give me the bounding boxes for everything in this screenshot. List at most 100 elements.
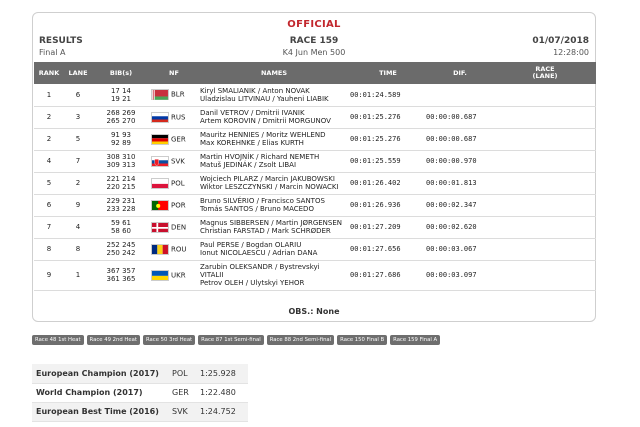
- table-row: 5 2 221 214 220 215 POL Wojciech PILARZ / Mar…: [34, 172, 596, 195]
- names-line-1[interactable]: Bruno SILVÉRIO / Francisco SANTOS: [200, 197, 325, 205]
- names-line-2[interactable]: Matuš JEDINÁK / Zsolt LIBAI: [200, 161, 297, 169]
- record-nf: POL: [172, 364, 200, 384]
- names-line-2[interactable]: Tomás SANTOS / Bruno MACEDO: [200, 205, 314, 213]
- bib-cell: 221 214 220 215: [92, 172, 150, 195]
- time-cell: 00:01:27.656: [350, 238, 426, 261]
- bib-line-1: 17 14: [110, 86, 132, 95]
- race-lane-cell: [494, 238, 596, 261]
- nf-cell: POL: [150, 172, 198, 195]
- rank-cell: 2: [34, 106, 64, 129]
- nf-cell: GER: [150, 128, 198, 151]
- table-row: 1 6 17 14 19 21 BLR Kiryl SMALIANIK / Anton N…: [34, 84, 596, 107]
- nf-cell: SVK: [150, 150, 198, 173]
- diff-cell: 00:00:02.347: [426, 194, 494, 217]
- diff-cell: 00:00:01.813: [426, 172, 494, 195]
- names-line-2[interactable]: Artem KOROVIN / Dmitrii MORGUNOV: [200, 117, 331, 125]
- race-time: 12:28:00: [553, 48, 589, 57]
- bib-cell: 308 310 309 313: [92, 150, 150, 173]
- bib-cell: 367 357 361 365: [92, 260, 150, 291]
- table-row: 2 5 91 93 92 89 GER Mauritz HENNIES / Moritz …: [34, 128, 596, 151]
- lane-cell: 1: [64, 260, 92, 291]
- col-rank: RANK: [34, 62, 64, 84]
- bib-line-1: 229 231: [106, 197, 136, 205]
- bib-cell: 268 269 265 270: [92, 106, 150, 129]
- race-link[interactable]: Race 150 Final B: [337, 335, 388, 345]
- time-cell: 00:01:25.276: [350, 128, 426, 151]
- final-label: Final A: [39, 48, 66, 57]
- rank-cell: 7: [34, 216, 64, 239]
- flag-icon: [151, 221, 169, 233]
- nf-cell: DEN: [150, 216, 198, 239]
- record-row: World Champion (2017) GER 1:22.480: [32, 383, 248, 403]
- time-cell: 00:01:25.559: [350, 150, 426, 173]
- time-cell: 00:01:27.209: [350, 216, 426, 239]
- results-title: RESULTS: [39, 36, 83, 46]
- time-cell: 00:01:25.276: [350, 106, 426, 129]
- bib-cell: 252 245 250 242: [92, 238, 150, 261]
- bib-line-1: 91 93: [110, 131, 132, 139]
- bib-line-1: 268 269: [106, 109, 136, 117]
- record-name: European Champion (2017): [32, 364, 172, 384]
- names-line-1[interactable]: Zarubin OLEKSANDR / Bystrevskyi: [200, 263, 320, 271]
- lane-cell: 5: [64, 128, 92, 151]
- nf-cell: UKR: [150, 260, 198, 291]
- lane-cell: 2: [64, 172, 92, 195]
- flag-icon: [151, 111, 169, 123]
- obs-note: OBS.: None: [288, 307, 340, 316]
- flag-icon: [151, 243, 169, 255]
- names-cell: Martin HVOJNÍK / Richard NEMETH Matuš JED…: [198, 150, 350, 173]
- flag-icon: [151, 199, 169, 211]
- table-row: 7 4 59 61 58 60 DEN Magnus SIBBERSEN / Martin…: [34, 216, 596, 239]
- names-cell: Wojciech PILARZ / Marcin JAKUBOWSKI Wikto…: [198, 172, 350, 195]
- names-line-3[interactable]: Petrov OLEH / Ulytskyi YEHOR: [200, 279, 305, 287]
- names-line-1[interactable]: Mauritz HENNIES / Moritz WEHLEND: [200, 131, 326, 139]
- time-cell: 00:01:26.402: [350, 172, 426, 195]
- names-line-2[interactable]: Max KOREHNKE / Elias KURTH: [200, 139, 304, 147]
- names-line-1[interactable]: Kiryl SMALIANIK / Anton NOVAK: [200, 86, 310, 95]
- rank-cell: 4: [34, 150, 64, 173]
- diff-cell: [426, 84, 494, 107]
- names-cell: Zarubin OLEKSANDR / Bystrevskyi VITALII Pe…: [198, 260, 350, 291]
- race-link[interactable]: Race 87 1st Semi-final: [198, 335, 264, 345]
- names-line-1[interactable]: Danil VETROV / Dmitrii IVANIK: [200, 109, 305, 117]
- bib-line-1: 367 357: [106, 267, 136, 275]
- record-name: European Best Time (2016): [32, 402, 172, 422]
- names-line-2[interactable]: Wiktor LESZCZYNSKI / Marcin NOWACKI: [200, 183, 339, 191]
- bib-line-2: 233 228: [106, 205, 136, 213]
- names-line-2[interactable]: Ionut NICOLAESCU / Adrian DANA: [200, 249, 318, 257]
- race-link[interactable]: Race 48 1st Heat: [32, 335, 84, 345]
- records-table: European Champion (2017) POL 1:25.928 Wo…: [32, 364, 248, 422]
- names-line-1[interactable]: Paul PERSE / Bogdan OLARIU: [200, 241, 302, 249]
- lane-cell: 6: [64, 84, 92, 107]
- names-line-1[interactable]: Magnus SIBBERSEN / Martin JØRGENSEN: [200, 219, 343, 227]
- bib-line-2: 265 270: [106, 117, 136, 125]
- bib-line-2: 309 313: [106, 161, 136, 169]
- rank-cell: 9: [34, 260, 64, 291]
- table-row: 9 1 367 357 361 365 UKR Zarubin OLEKSANDR / B…: [34, 260, 596, 291]
- rank-cell: 5: [34, 172, 64, 195]
- race-link[interactable]: Race 49 2nd Heat: [86, 335, 140, 345]
- bib-cell: 91 93 92 89: [92, 128, 150, 151]
- names-line-2[interactable]: Christian FARSTAD / Mark SCHRØDER: [200, 227, 331, 235]
- names-cell: Bruno SILVÉRIO / Francisco SANTOS Tomás S…: [198, 194, 350, 217]
- nf-code: POR: [171, 201, 186, 209]
- nf-cell: POR: [150, 194, 198, 217]
- race-number: RACE 159: [289, 36, 339, 46]
- race-link[interactable]: Race 159 Final A: [390, 335, 441, 345]
- race-lane-cell: [494, 128, 596, 151]
- race-date: 01/07/2018: [532, 36, 589, 46]
- record-row: European Champion (2017) POL 1:25.928: [32, 364, 248, 384]
- names-line-1[interactable]: Wojciech PILARZ / Marcin JAKUBOWSKI: [200, 175, 335, 183]
- results-card: OFFICIAL RESULTS Final A RACE 159 K4 Jun…: [32, 12, 596, 322]
- race-link[interactable]: Race 50 3rd Heat: [142, 335, 196, 345]
- table-row: 6 9 229 231 233 228 POR Bruno SILVÉRIO / Fran…: [34, 194, 596, 217]
- table-row: 8 8 252 245 250 242 ROU Paul PERSE / Bogdan O…: [34, 238, 596, 261]
- names-line-1[interactable]: Martin HVOJNÍK / Richard NEMETH: [200, 153, 320, 161]
- event-name: K4 Jun Men 500: [282, 48, 346, 57]
- rank-cell: 1: [34, 84, 64, 107]
- names-line-2[interactable]: VITALII: [200, 271, 224, 279]
- flag-icon: [151, 155, 169, 167]
- nf-code: RUS: [171, 113, 186, 121]
- names-line-2[interactable]: Uladzislau LITVINAU / Yauheni LIABIK: [200, 94, 329, 103]
- race-link[interactable]: Race 88 2nd Semi-final: [266, 335, 335, 345]
